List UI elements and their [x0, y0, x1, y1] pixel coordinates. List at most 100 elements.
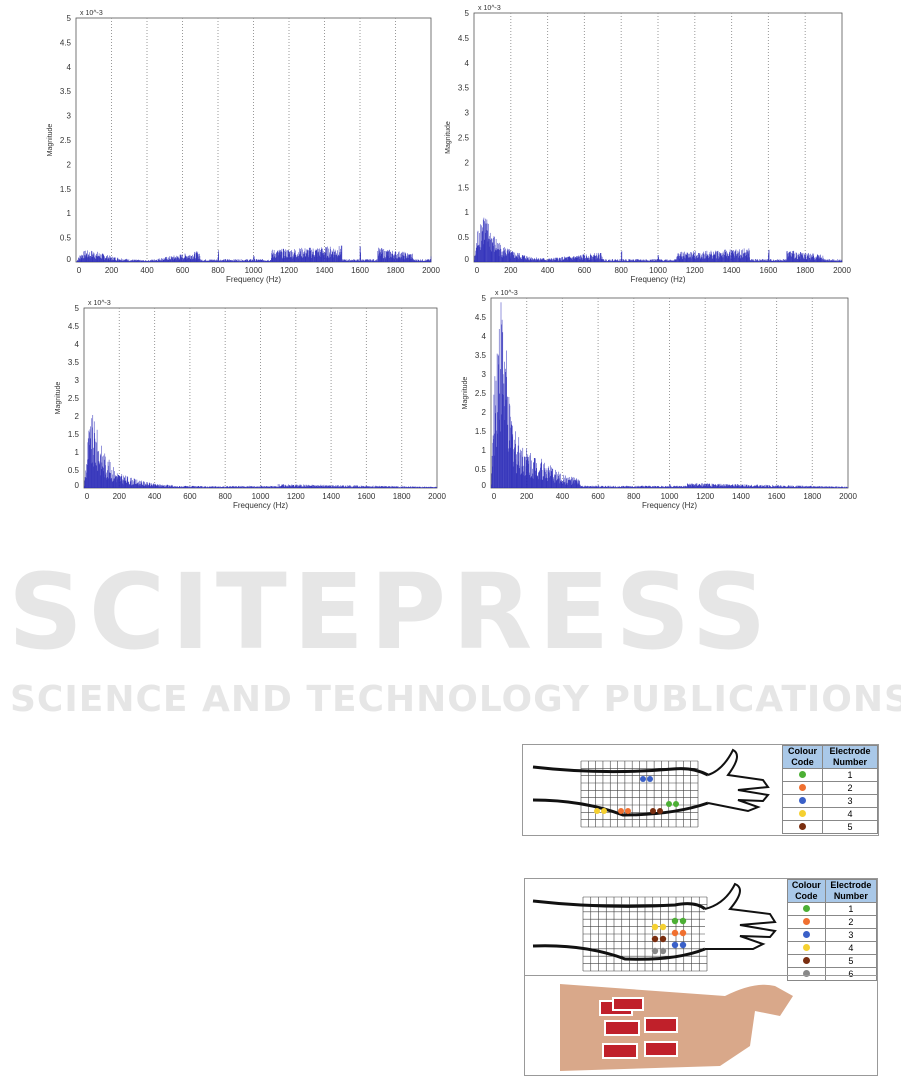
table-header: Electrode Number [824, 879, 878, 903]
y-tick-label: 1.5 [60, 185, 72, 194]
electrode-dot [651, 923, 659, 931]
electrode-dot [657, 808, 663, 814]
x-tick-label: 1200 [287, 492, 305, 501]
x-tick-label: 1600 [351, 266, 369, 275]
y-axis-label: Magnitude [47, 124, 54, 157]
x-tick-label: 1000 [661, 492, 679, 501]
x-tick-label: 0 [492, 492, 497, 501]
y-tick-label: 1.5 [458, 183, 470, 192]
y-tick-label: 3.5 [475, 351, 487, 360]
colour-code-table: Colour Code Electrode Number 1 2 3 4 5 [781, 745, 878, 834]
electrode-dot [640, 776, 646, 782]
x-tick-label: 1400 [723, 266, 741, 275]
y-tick-label: 1.5 [475, 427, 487, 436]
x-tick-label: 800 [627, 492, 641, 501]
x-tick-label: 1800 [796, 266, 814, 275]
y-tick-label: 3.5 [60, 87, 72, 96]
plot-area [490, 297, 849, 489]
y-tick-label: 4 [465, 59, 470, 68]
electrode-number: 4 [822, 807, 878, 821]
y-tick-label: 2.5 [60, 136, 72, 145]
electrode-number: 5 [824, 954, 878, 968]
electrode-dot [671, 929, 679, 937]
x-tick-label: 1800 [393, 492, 411, 501]
colour-dot [799, 771, 807, 778]
electrode-number: 5 [822, 820, 878, 834]
spectrum-series [474, 217, 843, 262]
x-tick-label: 1600 [768, 492, 786, 501]
electrode-dot [673, 801, 679, 807]
plot-area [75, 17, 432, 263]
y-tick-label: 0.5 [68, 466, 80, 475]
electrode-dot [625, 808, 631, 814]
table-row: 1 [781, 768, 878, 782]
spectrum-charts: 0 200 400 600 800 1000 1200 1400 1600 1800 200000.… [47, 5, 857, 510]
x-tick-label: 0 [475, 266, 480, 275]
x-tick-label: 200 [113, 492, 127, 501]
electrode-dot [651, 947, 659, 955]
table-row: 5 [787, 954, 878, 968]
electrode-number: 4 [824, 941, 878, 955]
y-tick-label: 0 [482, 481, 487, 490]
y-axis-label: Magnitude [445, 121, 452, 154]
forearm-sensor-photo [525, 975, 877, 1076]
electrode-number: 3 [824, 928, 878, 942]
spectrum-series [491, 302, 849, 488]
y-tick-label: 2.5 [475, 389, 487, 398]
table-header: Electrode Number [822, 745, 878, 769]
table-row: 6 [787, 967, 878, 981]
y-tick-label: 0 [75, 481, 80, 490]
y-tick-label: 0.5 [458, 233, 470, 242]
x-tick-label: 200 [105, 266, 119, 275]
y-tick-label: 4.5 [60, 38, 72, 47]
figure-electrode-layout-a: Colour Code Electrode Number 1 2 3 4 5 [522, 744, 879, 836]
y-tick-label: 3.5 [458, 84, 470, 93]
electrode-dot [659, 923, 667, 931]
y-tick-label: 3 [75, 376, 80, 385]
x-tick-label: 600 [176, 266, 190, 275]
electrode-number: 1 [822, 768, 878, 782]
colour-code-table: Colour Code Electrode Number 1 2 3 4 5 6 [787, 879, 878, 981]
y-tick-label: 2 [482, 408, 487, 417]
table-header: Colour Code [781, 745, 824, 769]
y-tick-label: 1 [465, 208, 470, 217]
electrode-dot [666, 801, 672, 807]
x-tick-label: 1200 [280, 266, 298, 275]
x-tick-label: 0 [77, 266, 82, 275]
table-row: 1 [787, 902, 878, 916]
y-scale-label: x 10^-3 [478, 5, 501, 12]
x-tick-label: 1600 [358, 492, 376, 501]
electrode-dot [650, 808, 656, 814]
x-axis-label: Frequency (Hz) [233, 501, 288, 510]
x-tick-label: 1200 [686, 266, 704, 275]
y-tick-label: 1 [482, 446, 487, 455]
chart-2: 0 200 400 600 800 1000 1200 1400 1600 1800 2000 0 0.… [445, 5, 851, 284]
x-axis-label: Frequency (Hz) [226, 275, 281, 284]
table-row: 4 [787, 941, 878, 955]
y-scale-label: x 10^-3 [88, 300, 111, 307]
x-tick-label: 2000 [428, 492, 446, 501]
electrode-dot [671, 941, 679, 949]
x-axis-label: Frequency (Hz) [630, 275, 685, 284]
electrode-dot [594, 808, 600, 814]
arm-diagram [532, 748, 770, 828]
y-tick-label: 2.5 [68, 394, 80, 403]
table-row: 5 [781, 820, 878, 834]
table-row: 3 [787, 928, 878, 942]
y-tick-label: 5 [75, 304, 80, 313]
x-tick-label: 600 [591, 492, 605, 501]
x-tick-label: 800 [219, 492, 233, 501]
y-scale-label: x 10^-3 [80, 10, 103, 17]
colour-dot [802, 931, 810, 938]
arm-diagram [532, 882, 777, 972]
y-scale-label: x 10^-3 [495, 290, 518, 297]
x-tick-label: 1800 [803, 492, 821, 501]
x-tick-label: 1600 [760, 266, 778, 275]
chart-4: 0 200 400 600 800 1000 1200 1400 1600 1800 2000 0 0.… [462, 290, 857, 510]
table-row: 4 [781, 807, 878, 821]
x-tick-label: 200 [520, 492, 534, 501]
electrode-dot [679, 929, 687, 937]
y-tick-label: 0.5 [60, 234, 72, 243]
y-tick-label: 5 [482, 294, 487, 303]
x-tick-label: 1400 [322, 492, 340, 501]
